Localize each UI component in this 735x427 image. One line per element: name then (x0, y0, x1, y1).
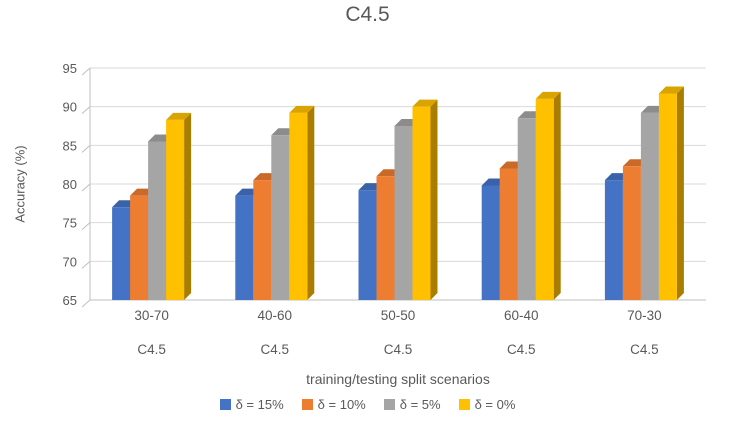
bar-side-face (553, 91, 561, 300)
legend-item: δ = 5% (383, 397, 441, 412)
plot-area: 65 70 75 80 85 90 95 (63, 61, 706, 308)
y-tick-mark (81, 106, 91, 115)
bar (394, 126, 413, 300)
bar (412, 106, 431, 301)
legend-swatch-icon (383, 399, 395, 410)
y-tick-mark (81, 299, 91, 308)
y-tick-label: 95 (63, 61, 77, 76)
chart-title: C4.5 (345, 3, 390, 26)
bar (271, 135, 290, 300)
bar-side-face (676, 86, 684, 300)
category-sublabels-row: C4.5 C4.5 C4.5 C4.5 C4.5 (90, 342, 706, 357)
bar (535, 98, 554, 300)
legend-swatch-icon (301, 399, 313, 410)
category-sublabel: C4.5 (137, 342, 166, 357)
category-label: 70-30 (627, 308, 662, 323)
bar-top-face (289, 105, 315, 113)
bar (376, 176, 395, 300)
category-sublabel: C4.5 (630, 342, 659, 357)
legend-swatch-icon (219, 399, 231, 410)
bar (253, 180, 272, 300)
bar-top-face (658, 86, 684, 94)
bar (481, 185, 500, 300)
legend-label: δ = 0% (474, 397, 516, 412)
bar (658, 93, 677, 300)
category-sublabel: C4.5 (260, 342, 290, 357)
legend-item: δ = 10% (301, 397, 366, 412)
legend-item: δ = 0% (458, 397, 516, 412)
y-tick-mark (81, 222, 91, 231)
y-tick-mark (81, 144, 91, 153)
bar (499, 168, 518, 300)
y-axis-label: Accuracy (%) (12, 145, 28, 223)
y-tick-mark (81, 260, 91, 269)
category-label: 40-60 (257, 308, 293, 323)
category-label: 50-50 (380, 308, 416, 323)
category-sublabel: C4.5 (383, 342, 413, 357)
y-tick-label: 65 (63, 293, 77, 308)
bar-top-face (535, 91, 561, 99)
y-tick-label: 90 (63, 100, 77, 115)
category-labels-row: 30-70 40-60 50-50 60-40 70-30 (90, 308, 706, 323)
legend-label: δ = 10% (317, 397, 366, 412)
bar (235, 195, 254, 300)
x-axis-label: training/testing split scenarios (306, 371, 490, 387)
y-tick-label: 75 (63, 216, 77, 231)
y-tick-mark (81, 183, 91, 192)
bar (517, 118, 536, 301)
y-tick-label: 80 (63, 177, 77, 192)
category-label: 60-40 (503, 308, 539, 323)
legend: δ = 15% δ = 10% δ = 5% δ = 0% (0, 397, 735, 412)
bar (640, 112, 659, 300)
bar (289, 112, 308, 300)
bar-side-face (430, 99, 438, 300)
category-label: 30-70 (134, 308, 169, 323)
legend-label: δ = 5% (399, 397, 441, 412)
legend-label: δ = 15% (235, 397, 284, 412)
bar (148, 141, 167, 300)
legend-item: δ = 15% (219, 397, 284, 412)
bar (358, 190, 377, 300)
bar-side-face (307, 105, 315, 300)
category-sublabel: C4.5 (506, 342, 536, 357)
y-tick-label: 85 (63, 138, 77, 153)
bar (604, 180, 623, 300)
bar (112, 207, 131, 300)
bar (622, 166, 641, 300)
bar-top-face (412, 99, 438, 107)
bar-side-face (184, 112, 192, 301)
bar (130, 195, 149, 300)
bar (166, 119, 185, 301)
bar-top-face (166, 112, 192, 120)
legend-swatch-icon (458, 399, 470, 410)
y-tick-mark (81, 67, 91, 76)
y-tick-label: 70 (63, 254, 77, 269)
